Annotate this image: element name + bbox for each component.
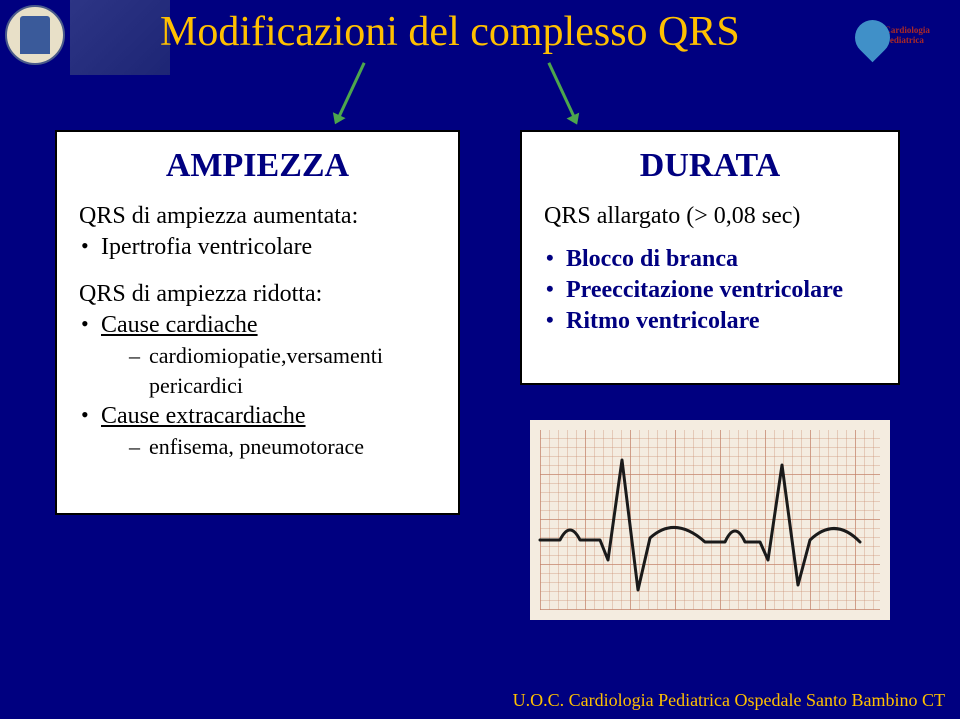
list-item: Blocco di branca xyxy=(544,244,876,275)
cause-extracardiache-label: Cause extracardiache xyxy=(101,403,306,429)
ampiezza-heading: AMPIEZZA xyxy=(79,147,436,185)
list-item: enfisema, pneumotorace xyxy=(101,432,436,462)
ecg-path xyxy=(540,460,860,590)
hospital-logo-inner xyxy=(20,16,50,54)
list-item: Cause extracardiache enfisema, pneumotor… xyxy=(79,401,436,462)
durata-bullets: Blocco di branca Preeccitazione ventrico… xyxy=(544,244,876,338)
hospital-logo xyxy=(5,5,65,65)
heart-icon xyxy=(855,15,879,55)
footer-text: U.O.C. Cardiologia Pediatrica Ospedale S… xyxy=(513,690,945,711)
qrs-allargato-label: QRS allargato (> 0,08 sec) xyxy=(544,203,876,230)
ecg-trace xyxy=(530,420,890,620)
arrow-left xyxy=(337,62,365,118)
list-item: Ipertrofia ventricolare xyxy=(79,232,436,263)
cause-cardiache-label: Cause cardiache xyxy=(101,312,258,338)
list-item: Ritmo ventricolare xyxy=(544,306,876,337)
ampiezza-aumentata-label: QRS di ampiezza aumentata: xyxy=(79,203,436,230)
background-photo xyxy=(70,0,170,75)
ampiezza-ridotta-label: QRS di ampiezza ridotta: xyxy=(79,281,436,308)
cardiology-logo: Cardiologia Pediatrica xyxy=(855,5,945,65)
ampiezza-aumentata-list: Ipertrofia ventricolare xyxy=(79,232,436,263)
cardiology-logo-text: Cardiologia Pediatrica xyxy=(884,25,945,45)
cause-cardiache-sublist: cardiomiopatie,versamenti pericardici xyxy=(101,341,436,400)
durata-heading: DURATA xyxy=(544,147,876,185)
cause-extracardiache-sublist: enfisema, pneumotorace xyxy=(101,432,436,462)
list-item: Cause cardiache cardiomiopatie,versament… xyxy=(79,310,436,401)
durata-box: DURATA QRS allargato (> 0,08 sec) Blocco… xyxy=(520,130,900,385)
list-item: cardiomiopatie,versamenti pericardici xyxy=(101,341,436,400)
ecg-image xyxy=(530,420,890,620)
arrow-right xyxy=(547,62,575,118)
slide-title: Modificazioni del complesso QRS xyxy=(160,8,740,56)
ampiezza-ridotta-list: Cause cardiache cardiomiopatie,versament… xyxy=(79,310,436,461)
ampiezza-box: AMPIEZZA QRS di ampiezza aumentata: Iper… xyxy=(55,130,460,515)
list-item: Preeccitazione ventricolare xyxy=(544,275,876,306)
